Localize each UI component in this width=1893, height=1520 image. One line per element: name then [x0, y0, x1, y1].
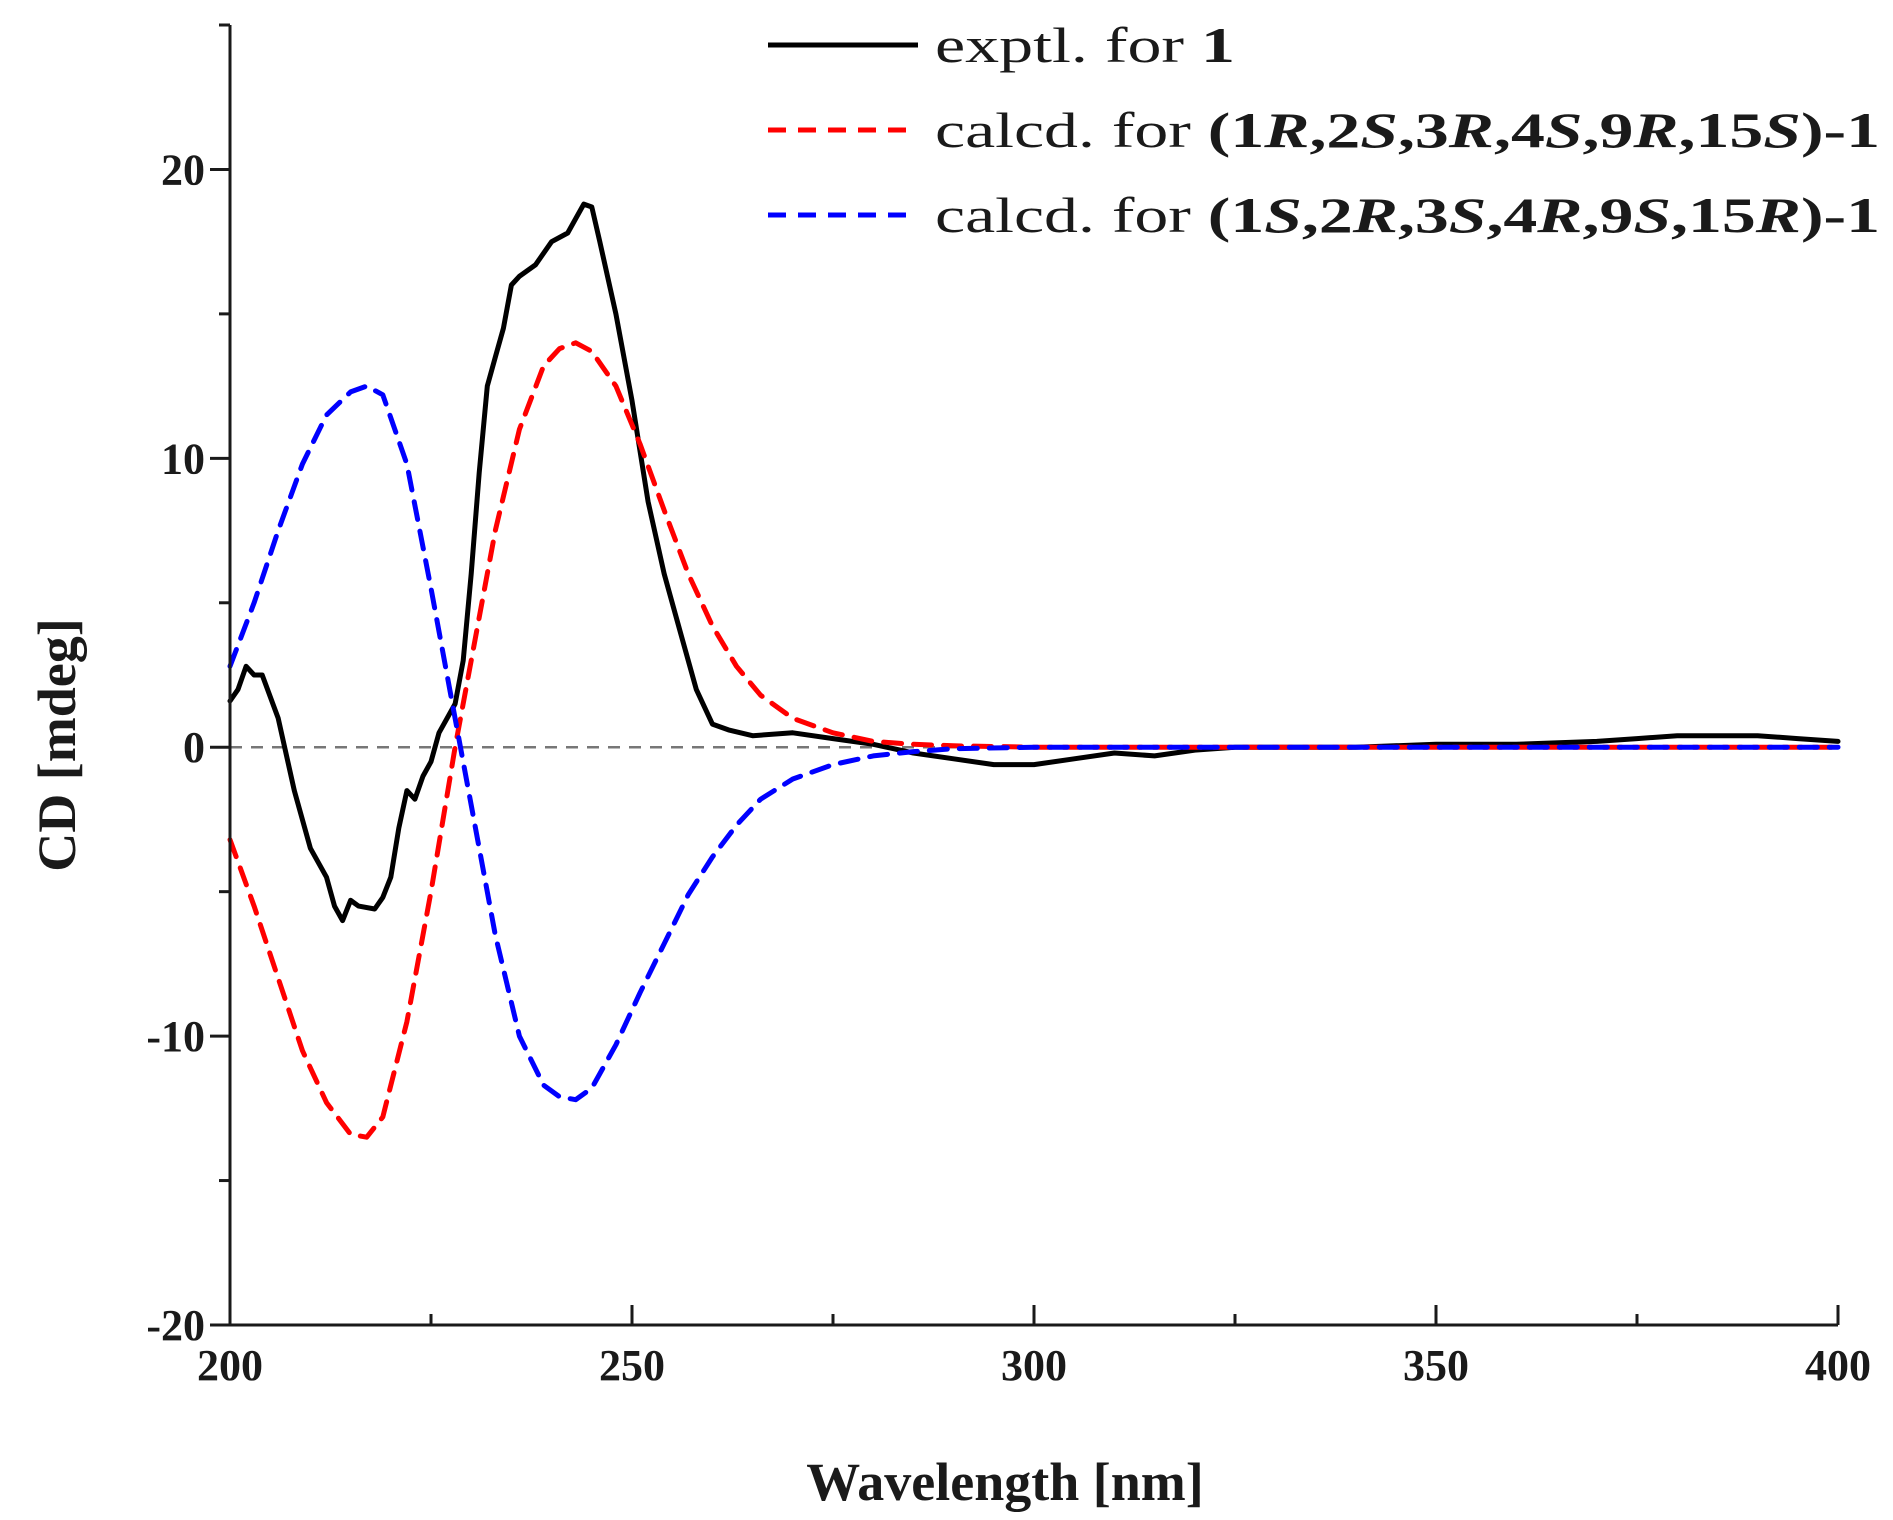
x-axis-label: Wavelength [nm] — [806, 1452, 1204, 1512]
series-line-2 — [227, 340, 1841, 1140]
y-tick-label: 0 — [183, 723, 205, 772]
x-tick-label: 400 — [1805, 1341, 1871, 1390]
series-line-3 — [227, 383, 1841, 1103]
legend-label-2: calcd. for (1 R ,2 S ,3 R ,4 S ,9 R ,15 S)-1 — [935, 102, 1880, 158]
y-tick-label: 10 — [161, 434, 205, 483]
y-tick-label: -20 — [146, 1301, 205, 1350]
x-tick-label: 350 — [1403, 1341, 1469, 1390]
x-tick-label: 200 — [197, 1341, 263, 1390]
legend-label-1: exptl. for 1 — [935, 17, 1235, 73]
y-axis-label: CD [mdeg] — [27, 618, 87, 871]
x-tick-label: 250 — [599, 1341, 665, 1390]
y-tick-label: -10 — [146, 1012, 205, 1061]
legend-label-3: calcd. for (1 S ,2 R ,3 S ,4 R ,9 S ,15 R)-1 — [935, 187, 1880, 243]
x-tick-label: 300 — [1001, 1341, 1067, 1390]
y-tick-label: 20 — [161, 145, 205, 194]
